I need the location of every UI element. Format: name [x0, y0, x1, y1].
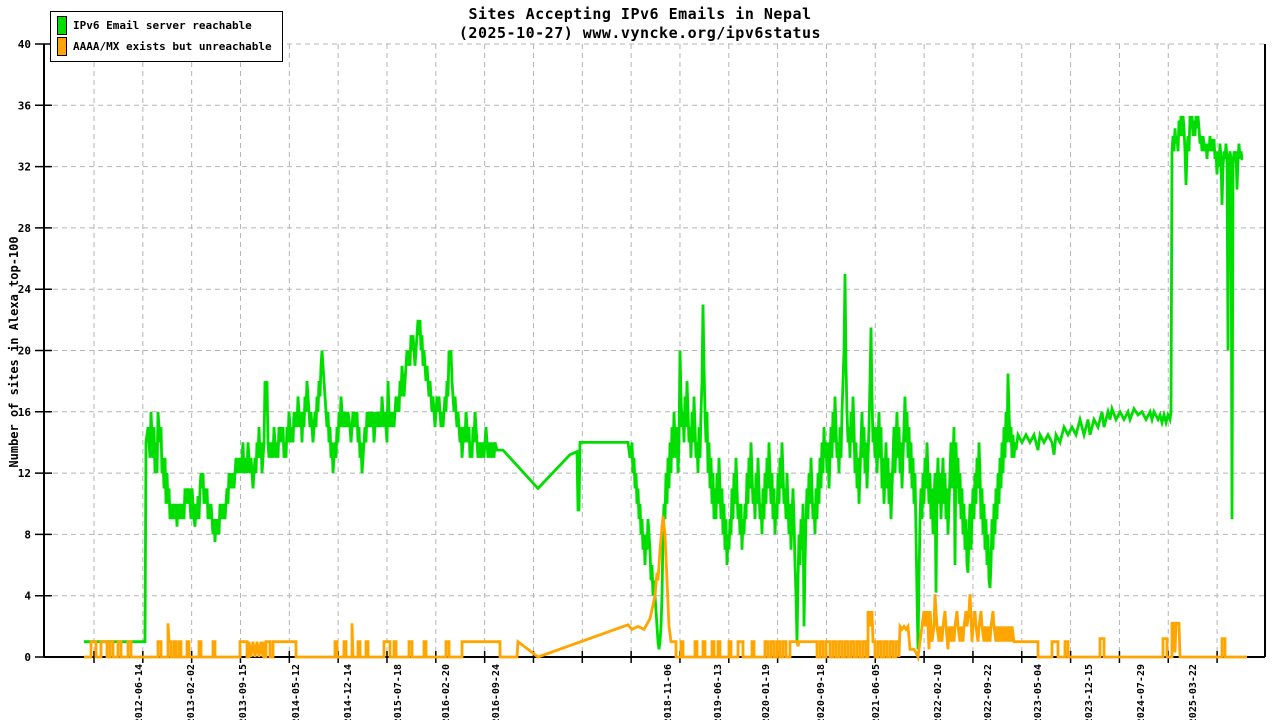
x-tick-label: 2022-02-10	[933, 664, 944, 720]
x-tick-label: 2020-01-19	[761, 664, 772, 720]
y-tick-label: 4	[24, 590, 31, 603]
y-tick-label: 16	[18, 406, 32, 419]
x-tick-label: 2023-05-04	[1033, 664, 1044, 720]
chart-subtitle: (2025-10-27) www.vyncke.org/ipv6status	[458, 24, 822, 42]
y-tick-label: 36	[18, 99, 32, 112]
x-tick-label: 2021-06-05	[871, 664, 882, 720]
x-tick-label: 2013-02-02	[186, 664, 197, 720]
x-tick-label: 2025-03-22	[1188, 664, 1199, 720]
x-tick-label: 2016-09-24	[491, 664, 502, 720]
x-tick-label: 2019-06-13	[713, 664, 724, 720]
x-tick-label: 2014-12-14	[343, 664, 354, 720]
x-tick-label: 2014-05-12	[291, 664, 302, 720]
x-tick-label: 2015-07-18	[393, 664, 404, 720]
x-tick-label: 2022-09-22	[983, 664, 994, 720]
legend-swatch-orange-icon	[57, 37, 67, 56]
y-tick-label: 0	[24, 651, 31, 664]
y-tick-label: 32	[18, 161, 31, 174]
y-tick-label: 28	[18, 222, 31, 235]
y-tick-label: 8	[24, 528, 31, 541]
legend: IPv6 Email server reachable AAAA/MX exis…	[50, 11, 283, 62]
y-tick-label: 24	[18, 283, 32, 296]
legend-item-unreachable: AAAA/MX exists but unreachable	[57, 36, 272, 57]
x-tick-label: 2018-11-06	[663, 664, 674, 720]
y-tick-label: 40	[18, 38, 31, 51]
x-tick-label: 2012-06-14	[134, 664, 145, 720]
x-tick-label: 2020-09-18	[816, 664, 827, 720]
series-line-unreachable	[84, 515, 1247, 663]
x-tick-label: 2023-12-15	[1084, 664, 1095, 720]
chart-title: Sites Accepting IPv6 Emails in Nepal	[468, 5, 812, 23]
x-tick-label: 2024-07-29	[1136, 664, 1147, 720]
legend-label-unreachable: AAAA/MX exists but unreachable	[73, 40, 272, 53]
y-tick-label: 12	[18, 467, 31, 480]
legend-label-reachable: IPv6 Email server reachable	[73, 19, 252, 32]
x-tick-label: 2013-09-15	[238, 664, 249, 720]
legend-swatch-green-icon	[57, 16, 67, 35]
x-tick-label: 2016-02-20	[441, 664, 452, 720]
y-tick-label: 20	[18, 345, 31, 358]
series-line-reachable	[84, 115, 1244, 650]
legend-item-reachable: IPv6 Email server reachable	[57, 15, 272, 36]
